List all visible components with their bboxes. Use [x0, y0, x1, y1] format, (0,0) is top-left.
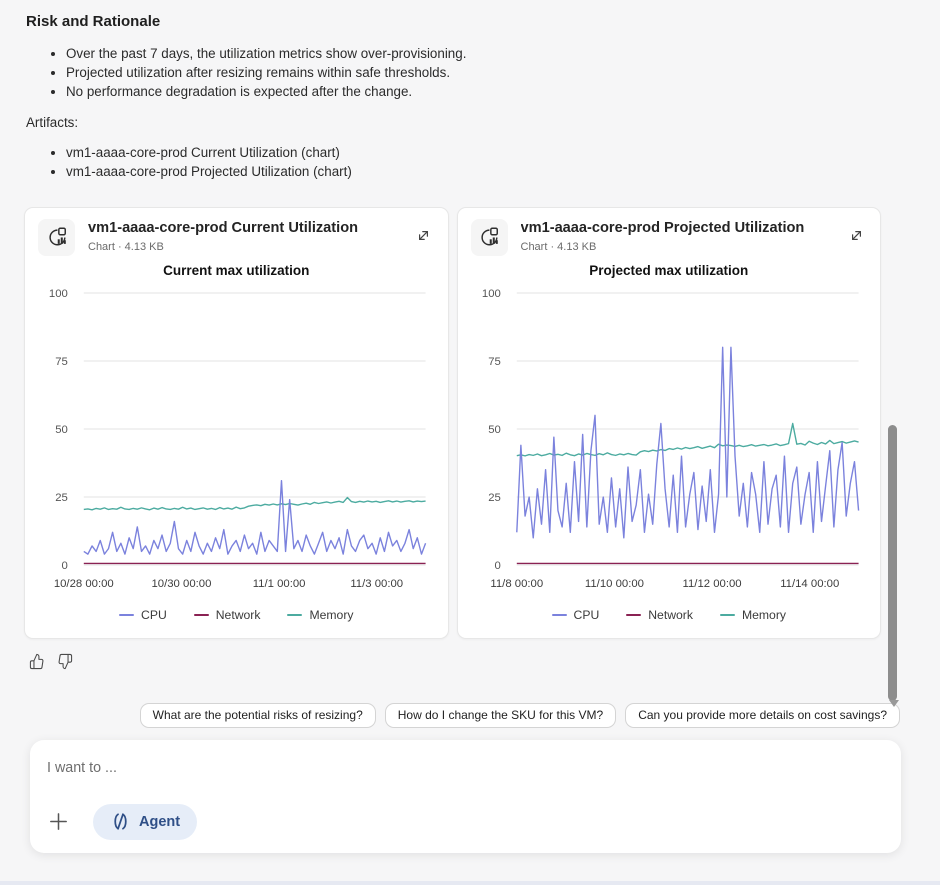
svg-text:10/30 00:00: 10/30 00:00 — [151, 578, 211, 590]
feedback-row — [28, 653, 940, 671]
svg-text:50: 50 — [488, 424, 501, 436]
chat-input[interactable] — [30, 739, 814, 776]
card-titles: vm1-aaaa-core-prod Current Utilization C… — [88, 219, 358, 253]
svg-text:11/1 00:00: 11/1 00:00 — [253, 578, 306, 590]
scrollbar-thumb[interactable] — [888, 425, 897, 701]
agent-label: Agent — [139, 813, 181, 830]
thumbs-down-icon[interactable] — [55, 653, 73, 671]
chart-title: Current max utilization — [163, 262, 310, 278]
chart-legend: CPU Network Memory — [458, 608, 881, 622]
agent-button[interactable]: Agent — [93, 803, 198, 840]
list-item: vm1-aaaa-core-prod Current Utilization (… — [66, 144, 940, 163]
suggestion-chip-savings[interactable]: Can you provide more details on cost sav… — [625, 702, 900, 728]
chart-icon — [470, 218, 508, 256]
legend-item-network: Network — [626, 608, 693, 622]
legend-item-memory: Memory — [287, 608, 353, 622]
list-item: Projected utilization after resizing rem… — [66, 64, 940, 83]
bottom-divider — [0, 881, 940, 885]
section-heading: Risk and Rationale — [26, 13, 161, 30]
cpu-swatch — [551, 613, 567, 616]
list-item: Over the past 7 days, the utilization me… — [66, 45, 940, 64]
artifact-card-current: vm1-aaaa-core-prod Current Utilization C… — [24, 206, 449, 639]
card-titles: vm1-aaaa-core-prod Projected Utilization… — [521, 219, 805, 253]
rationale-list: Over the past 7 days, the utilization me… — [0, 45, 940, 101]
svg-text:75: 75 — [488, 356, 501, 368]
suggestion-chip-sku[interactable]: How do I change the SKU for this VM? — [384, 702, 617, 728]
svg-text:11/14 00:00: 11/14 00:00 — [780, 578, 839, 590]
thumbs-up-icon[interactable] — [28, 653, 46, 671]
svg-text:0: 0 — [62, 560, 68, 572]
chart-icon — [38, 218, 75, 256]
suggestion-chips-row: What are the potential risks of resizing… — [0, 702, 900, 728]
artifact-cards-row: vm1-aaaa-core-prod Current Utilization C… — [24, 206, 881, 639]
chart-legend: CPU Network Memory — [25, 608, 448, 622]
chat-message: Risk and Rationale Over the past 7 days,… — [0, 0, 940, 853]
composer: Agent — [30, 739, 901, 853]
legend-item-cpu: CPU — [551, 608, 599, 622]
svg-text:50: 50 — [55, 424, 68, 436]
svg-text:11/8 00:00: 11/8 00:00 — [490, 578, 543, 590]
card-title: vm1-aaaa-core-prod Current Utilization — [88, 219, 359, 236]
card-meta: Chart · 4.13 KB — [88, 240, 164, 253]
legend-item-network: Network — [193, 608, 260, 622]
svg-text:0: 0 — [494, 560, 500, 572]
network-swatch — [626, 613, 642, 616]
list-item: vm1-aaaa-core-prod Projected Utilization… — [66, 163, 940, 182]
svg-text:11/3 00:00: 11/3 00:00 — [350, 578, 403, 590]
legend-item-memory: Memory — [719, 608, 786, 622]
list-item: No performance degradation is expected a… — [66, 83, 940, 102]
svg-text:25: 25 — [488, 492, 501, 504]
network-swatch — [193, 613, 209, 616]
card-header: vm1-aaaa-core-prod Current Utilization C… — [25, 208, 448, 256]
svg-text:100: 100 — [481, 288, 500, 300]
suggestion-chip-risks[interactable]: What are the potential risks of resizing… — [139, 702, 376, 728]
card-title: vm1-aaaa-core-prod Projected Utilization — [520, 219, 805, 236]
artifact-card-projected: vm1-aaaa-core-prod Projected Utilization… — [456, 206, 881, 639]
card-header: vm1-aaaa-core-prod Projected Utilization… — [458, 208, 881, 256]
svg-text:11/10 00:00: 11/10 00:00 — [584, 578, 643, 590]
utilization-chart: 0 25 50 75 100 10/28 00:00 10/30 00:00 11/1 00:… — [49, 288, 427, 590]
svg-text:10/28 00:00: 10/28 00:00 — [54, 578, 114, 590]
card-meta: Chart · 4.13 KB — [520, 240, 597, 253]
composer-actions: Agent — [47, 803, 198, 840]
cpu-swatch — [119, 613, 135, 616]
utilization-chart: 0 25 50 75 100 11/8 00:00 11/10 00:00 11/12 00:… — [481, 288, 859, 590]
svg-text:75: 75 — [55, 356, 68, 368]
memory-swatch — [719, 613, 735, 616]
scroll-down-arrow[interactable] — [889, 700, 899, 707]
artifacts-label: Artifacts: — [26, 115, 79, 131]
expand-icon[interactable] — [414, 226, 434, 246]
chart-title: Projected max utilization — [589, 262, 749, 278]
memory-swatch — [287, 613, 303, 616]
agent-brackets-icon — [110, 811, 131, 832]
plus-icon[interactable] — [47, 810, 70, 833]
expand-icon[interactable] — [846, 226, 866, 246]
svg-text:25: 25 — [55, 492, 68, 504]
svg-text:100: 100 — [49, 288, 68, 300]
artifacts-list: vm1-aaaa-core-prod Current Utilization (… — [0, 144, 940, 182]
svg-text:11/12 00:00: 11/12 00:00 — [682, 578, 741, 590]
legend-item-cpu: CPU — [119, 608, 167, 622]
